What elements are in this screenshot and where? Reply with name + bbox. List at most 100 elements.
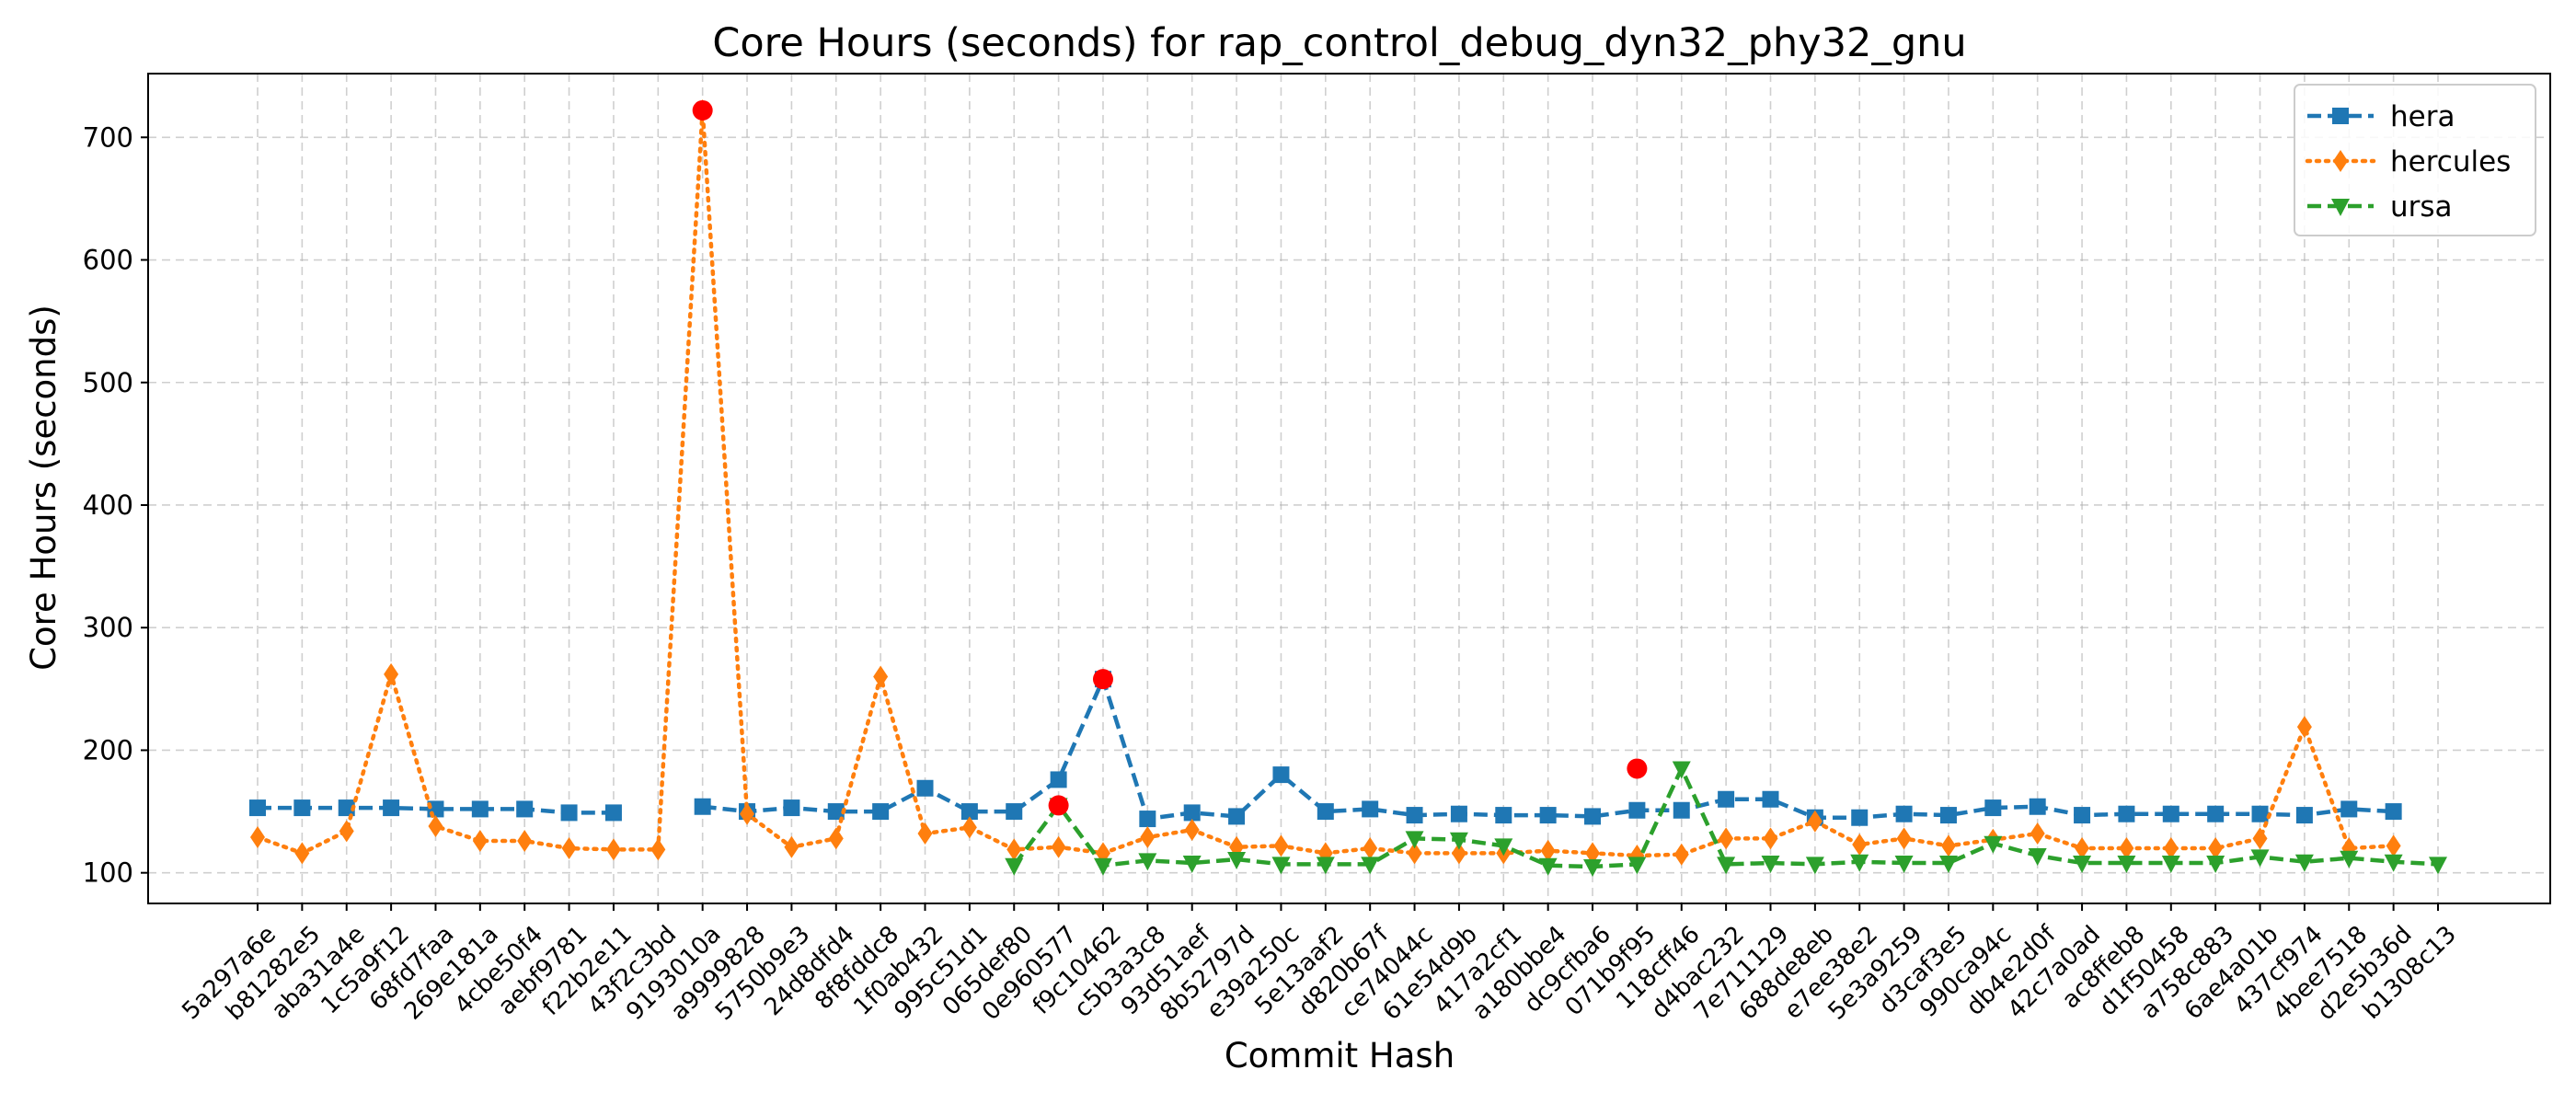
data-point-hercules	[384, 662, 399, 685]
y-tick-label: 300	[83, 612, 133, 643]
data-point-hercules	[917, 822, 933, 845]
data-point-hercules	[1363, 837, 1378, 860]
data-point-hera	[783, 799, 800, 817]
data-point-hera	[1851, 809, 1869, 826]
data-point-hera	[1406, 807, 1423, 824]
data-point-hercules	[2119, 837, 2134, 860]
data-point-hera	[2340, 800, 2358, 818]
series-hercules	[250, 98, 2401, 868]
data-point-ursa	[1005, 857, 1024, 876]
y-tick-label: 100	[83, 857, 133, 889]
data-point-ursa	[1138, 853, 1157, 871]
series-line-hera	[258, 805, 614, 815]
series-line-ursa	[1012, 764, 2439, 869]
data-point-hercules	[2030, 822, 2045, 845]
legend-label-ursa: ursa	[2390, 190, 2453, 224]
data-point-hera	[1450, 805, 1467, 822]
data-point-hera	[293, 799, 311, 817]
legend: hera hercules ursa	[2294, 84, 2536, 236]
legend-entry: ursa	[2307, 190, 2453, 224]
data-point-ursa	[2429, 857, 2447, 875]
data-point-hera	[1272, 766, 1290, 784]
data-point-hera	[1495, 807, 1512, 824]
data-point-ursa	[2206, 856, 2225, 874]
data-point-hera	[2074, 807, 2091, 824]
data-point-hercules	[2386, 834, 2401, 857]
data-point-hera	[1050, 771, 1067, 788]
highlight-points	[692, 99, 1648, 816]
legend-marker-ursa	[2331, 199, 2350, 216]
data-point-hera	[2295, 807, 2313, 824]
data-point-hercules	[2296, 716, 2312, 739]
y-tick-label: 400	[83, 489, 133, 521]
data-point-hercules	[472, 830, 488, 853]
data-point-hera	[2029, 798, 2046, 815]
data-point-hera	[1673, 801, 1690, 819]
chart-title: Core Hours (seconds) for rap_control_deb…	[712, 20, 1966, 66]
highlight-point	[692, 99, 713, 121]
data-point-hera	[471, 800, 489, 818]
highlight-point	[1627, 758, 1648, 779]
data-point-hera	[1895, 805, 1913, 822]
data-point-hera	[2207, 805, 2225, 822]
data-point-ursa	[1405, 831, 1424, 849]
data-point-ursa	[2028, 848, 2047, 867]
data-point-ursa	[1361, 857, 1380, 875]
data-point-hercules	[1184, 819, 1200, 842]
data-point-hera	[1628, 801, 1646, 819]
y-axis-label: Core Hours (seconds)	[24, 305, 63, 671]
data-point-ursa	[2250, 849, 2270, 868]
data-point-hercules	[1451, 842, 1466, 865]
data-point-hercules	[740, 802, 755, 825]
data-point-hercules	[1896, 827, 1912, 850]
data-point-hera	[1317, 803, 1334, 821]
data-point-hercules	[2252, 827, 2268, 850]
data-point-hercules	[517, 830, 533, 853]
data-point-ursa	[1761, 856, 1780, 874]
legend-box	[2294, 84, 2536, 236]
data-point-hera	[1362, 800, 1379, 818]
x-axis-label: Commit Hash	[1225, 1036, 1455, 1075]
data-point-hercules	[294, 842, 310, 865]
data-point-ursa	[2294, 854, 2314, 872]
data-point-hercules	[1719, 827, 1734, 850]
data-point-ursa	[1316, 857, 1335, 875]
data-point-hera	[2385, 803, 2402, 821]
series-ursa	[1005, 761, 2447, 878]
data-point-hercules	[1673, 843, 1689, 866]
data-point-hercules	[1585, 842, 1601, 865]
data-point-hera	[827, 803, 845, 821]
data-point-hera	[249, 799, 266, 817]
data-point-hercules	[1051, 835, 1066, 858]
data-point-hercules	[650, 838, 666, 861]
y-tick-label: 600	[83, 245, 133, 276]
data-point-hercules	[961, 816, 977, 839]
data-point-hercules	[828, 827, 844, 850]
highlight-point	[1048, 795, 1069, 816]
data-point-hercules	[2163, 837, 2179, 860]
data-point-ursa	[1494, 838, 1513, 857]
data-point-hera	[1762, 790, 1779, 808]
data-point-ursa	[1449, 832, 1468, 850]
data-point-ursa	[1984, 835, 2003, 854]
data-point-ursa	[1672, 761, 1691, 779]
data-point-hera	[1183, 804, 1201, 822]
data-point-hercules	[1273, 834, 1289, 857]
data-point-hera	[2251, 805, 2269, 822]
highlight-point	[1092, 669, 1113, 690]
data-point-hera	[1006, 803, 1023, 821]
data-point-hercules	[1763, 827, 1778, 850]
data-point-hercules	[784, 835, 799, 858]
data-point-hera	[604, 804, 622, 822]
data-point-hera	[516, 800, 534, 818]
data-point-hera	[1718, 790, 1735, 808]
data-point-hercules	[2075, 837, 2090, 860]
legend-marker-hera	[2332, 108, 2349, 124]
data-point-hercules	[250, 826, 265, 849]
data-point-ursa	[1538, 857, 1558, 876]
data-point-ursa	[1894, 856, 1914, 874]
data-point-hera	[1139, 811, 1156, 828]
data-point-ursa	[1850, 854, 1869, 872]
